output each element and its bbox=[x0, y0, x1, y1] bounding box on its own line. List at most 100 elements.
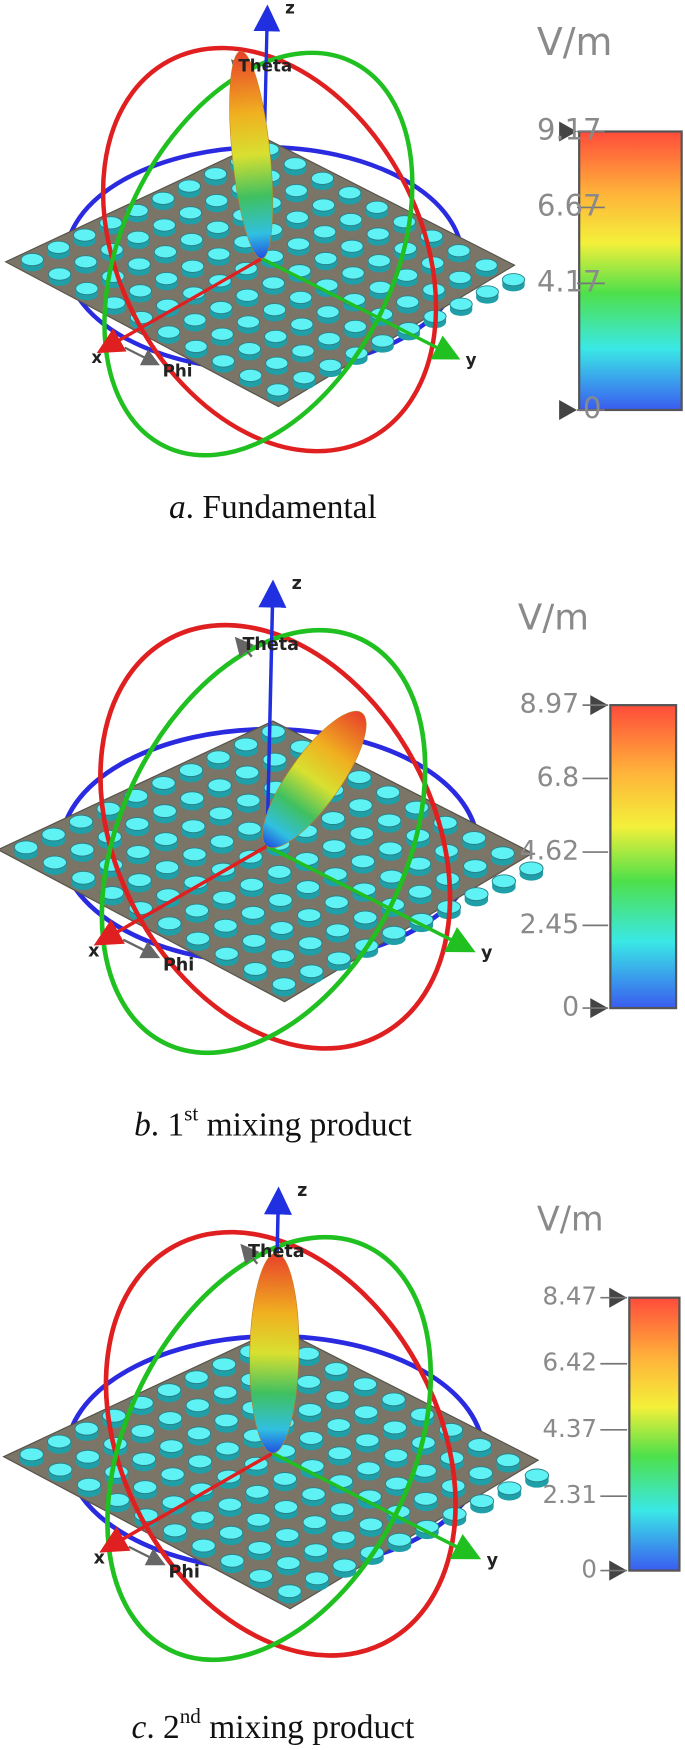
cell-top bbox=[339, 212, 363, 227]
cell-top bbox=[183, 313, 207, 327]
cell-top bbox=[324, 1362, 349, 1376]
tick-label: 6.8 bbox=[537, 762, 580, 793]
cell-top bbox=[151, 191, 175, 205]
cell-top bbox=[245, 1484, 270, 1499]
cell-top bbox=[347, 770, 372, 785]
cell-top bbox=[271, 977, 297, 992]
cell-top bbox=[322, 839, 347, 854]
tick-label: 6.67 bbox=[537, 188, 601, 222]
cell-top bbox=[240, 905, 266, 920]
cell-top bbox=[205, 194, 229, 208]
colorbar-unit: V/m bbox=[518, 597, 589, 638]
axis-label: Theta bbox=[238, 55, 292, 75]
cell-top bbox=[211, 1357, 237, 1372]
cell-top bbox=[75, 282, 99, 296]
tick-label: 0 bbox=[562, 992, 579, 1023]
axis-label: x bbox=[94, 1548, 106, 1568]
cell-top bbox=[178, 206, 203, 220]
cell-top bbox=[325, 923, 350, 938]
cell-top bbox=[356, 1461, 381, 1476]
cell-top bbox=[184, 903, 210, 918]
cell-top bbox=[48, 1462, 73, 1477]
cell-top bbox=[320, 811, 346, 825]
cell-top bbox=[277, 1584, 302, 1599]
cell-top bbox=[131, 1452, 157, 1466]
cell-top bbox=[262, 752, 287, 767]
cell-top bbox=[151, 776, 176, 790]
cell-top bbox=[352, 1377, 378, 1392]
cell-top bbox=[207, 778, 232, 793]
cell-top bbox=[353, 910, 378, 925]
z-axis bbox=[258, 579, 287, 847]
cell-top bbox=[381, 925, 407, 940]
cell-top bbox=[74, 1421, 99, 1436]
cell-top bbox=[75, 1449, 100, 1464]
cell-top bbox=[371, 334, 395, 348]
caption-part: nd bbox=[180, 1704, 202, 1728]
cell-top bbox=[127, 257, 151, 271]
tick-label: 4.37 bbox=[542, 1414, 597, 1443]
cell-top bbox=[378, 841, 403, 856]
colorbar bbox=[609, 704, 678, 1010]
pattern-3d: z Theta x y Phi bbox=[2, 1181, 550, 1663]
cell-top bbox=[128, 284, 152, 298]
axis-label: z bbox=[292, 574, 302, 594]
cell-top bbox=[396, 295, 420, 309]
cell-top bbox=[178, 763, 204, 778]
cell-top bbox=[272, 1472, 298, 1486]
cell-top bbox=[413, 1491, 438, 1506]
caption-part: mixing product bbox=[198, 1106, 412, 1143]
cell-top bbox=[354, 1405, 379, 1420]
cell-top bbox=[350, 854, 376, 869]
phi-arrow bbox=[128, 1545, 166, 1566]
cell-top bbox=[20, 253, 44, 267]
cell-top bbox=[203, 167, 228, 181]
cell-top bbox=[296, 1374, 322, 1389]
radiation-lobe bbox=[262, 710, 367, 849]
cell-top bbox=[463, 859, 488, 873]
cell-top bbox=[355, 1433, 380, 1448]
cell-top bbox=[158, 1411, 183, 1425]
cell-top bbox=[207, 247, 231, 261]
cell-top bbox=[289, 290, 313, 305]
cell-top bbox=[153, 245, 177, 259]
cell-top bbox=[185, 931, 211, 946]
x-axis bbox=[99, 1451, 274, 1553]
cell-top bbox=[273, 1500, 299, 1514]
cell-top bbox=[408, 884, 433, 899]
cell-top bbox=[218, 1525, 244, 1540]
cell-top bbox=[213, 918, 238, 933]
y-axis bbox=[260, 257, 461, 360]
green-ring bbox=[105, 1234, 434, 1663]
cell-top bbox=[299, 964, 324, 979]
red-ring bbox=[103, 1229, 458, 1658]
cell-top bbox=[332, 1558, 357, 1573]
axis-label: Phi bbox=[163, 955, 194, 975]
cell-top bbox=[152, 218, 176, 232]
cell-top bbox=[157, 325, 181, 339]
x-axis bbox=[93, 844, 268, 946]
cell-top bbox=[524, 1468, 550, 1483]
cell-top bbox=[125, 817, 150, 831]
cell-top bbox=[160, 1467, 185, 1482]
radiation-lobe bbox=[229, 51, 274, 259]
cell-top bbox=[343, 319, 367, 334]
cell-top bbox=[156, 1383, 182, 1397]
cell-top bbox=[234, 765, 260, 780]
cell-top bbox=[239, 877, 264, 892]
phi-arrow bbox=[122, 938, 161, 959]
cell-top bbox=[286, 237, 311, 251]
cell-top bbox=[182, 847, 207, 862]
cell-top bbox=[326, 951, 352, 966]
axis-label: Phi bbox=[169, 1562, 200, 1582]
cell-top bbox=[290, 317, 314, 331]
cell-top bbox=[301, 1487, 326, 1502]
axis-label: Phi bbox=[163, 361, 193, 381]
cell-top bbox=[233, 737, 259, 752]
cell-top bbox=[299, 1431, 324, 1445]
caption-part: st bbox=[184, 1101, 198, 1125]
axis-label: z bbox=[285, 0, 295, 18]
cell-top bbox=[491, 874, 517, 889]
green-ring bbox=[99, 627, 428, 1056]
cell-top bbox=[159, 1439, 184, 1454]
